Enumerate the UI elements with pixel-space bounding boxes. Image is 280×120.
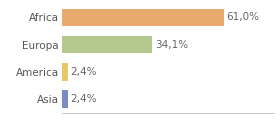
Bar [62,63,68,81]
Bar [62,36,152,53]
Bar [62,9,224,26]
Text: 34,1%: 34,1% [155,40,188,50]
Text: 2,4%: 2,4% [71,67,97,77]
Text: 61,0%: 61,0% [227,12,260,22]
Bar [62,90,68,108]
Text: 2,4%: 2,4% [71,94,97,104]
